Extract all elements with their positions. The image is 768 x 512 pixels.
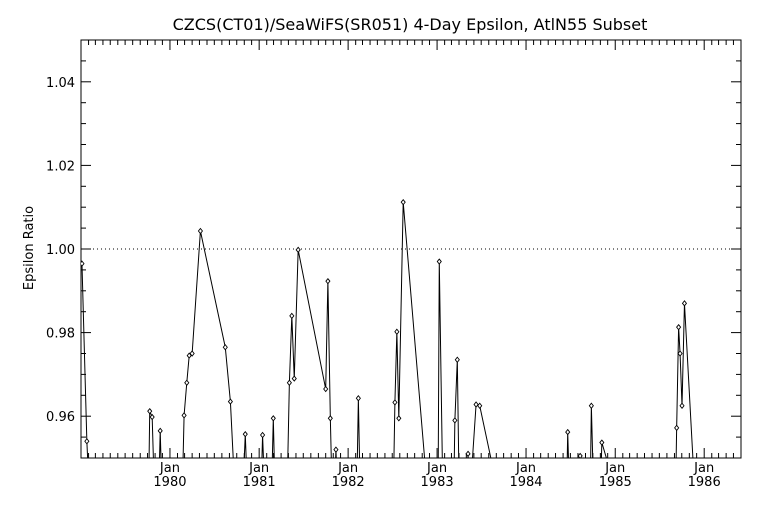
- x-tick-year-label: 1984: [509, 475, 542, 490]
- data-point: [454, 356, 460, 363]
- data-point: [477, 402, 483, 409]
- data-point: [291, 375, 297, 382]
- data-point: [157, 427, 163, 435]
- x-tick-year-label: 1980: [153, 475, 186, 490]
- x-tick-year-label: 1986: [688, 475, 721, 490]
- x-tick-month-label: Jan: [248, 461, 269, 476]
- y-axis-label: Epsilon Ratio: [22, 206, 37, 290]
- data-point: [181, 412, 187, 419]
- data-point: [565, 428, 571, 436]
- data-point: [289, 312, 295, 320]
- data-point: [327, 415, 333, 422]
- plot-frame: [80, 39, 742, 459]
- data-point: [588, 402, 594, 409]
- y-tick-label: 0.98: [46, 327, 75, 342]
- data-point: [295, 246, 301, 254]
- x-tick-month-label: Jan: [693, 461, 714, 476]
- y-tick-label: 1.04: [46, 76, 75, 91]
- data-point: [189, 350, 195, 357]
- data-point: [323, 385, 329, 393]
- data-point: [392, 399, 398, 406]
- data-point: [197, 227, 204, 235]
- data-point: [676, 323, 682, 331]
- data-point: [333, 446, 339, 453]
- x-tick-year-label: 1983: [421, 475, 454, 490]
- x-tick-year-label: 1982: [332, 475, 365, 490]
- data-point: [270, 415, 276, 422]
- x-tick-month-label: Jan: [337, 461, 358, 476]
- data-point: [259, 431, 266, 439]
- data-point: [186, 352, 192, 359]
- data-point: [677, 350, 683, 357]
- y-tick-label: 1.02: [46, 159, 75, 174]
- data-point: [286, 379, 292, 386]
- data-point: [222, 344, 228, 351]
- data-point: [473, 401, 479, 408]
- x-tick-month-label: Jan: [426, 461, 447, 476]
- data-point: [465, 450, 471, 458]
- data-point: [436, 258, 442, 265]
- series-group: [81, 198, 753, 458]
- data-point: [227, 398, 233, 405]
- data-point: [355, 395, 361, 402]
- data-point: [325, 277, 331, 285]
- data-point: [599, 439, 605, 446]
- data-point: [84, 438, 90, 445]
- data-point: [679, 402, 685, 409]
- data-point: [147, 407, 153, 415]
- x-tick-month-label: Jan: [159, 461, 180, 476]
- x-tick-year-label: 1985: [599, 475, 632, 490]
- data-point: [681, 300, 688, 307]
- x-tick-month-label: Jan: [515, 461, 536, 476]
- y-tick-label: 1.00: [46, 243, 75, 258]
- series-line: [81, 202, 694, 458]
- chart-title: CZCS(CT01)/SeaWiFS(SR051) 4-Day Epsilon,…: [173, 15, 648, 34]
- data-point: [242, 430, 248, 438]
- data-point: [749, 435, 753, 440]
- data-point: [149, 413, 155, 421]
- data-point: [184, 379, 190, 386]
- data-point: [674, 424, 680, 432]
- y-tick-label: 0.96: [46, 410, 75, 425]
- data-point: [394, 328, 400, 335]
- data-point: [396, 415, 402, 422]
- data-point: [81, 260, 85, 267]
- data-point: [452, 417, 458, 424]
- x-tick-year-label: 1981: [243, 475, 276, 490]
- data-point: [400, 198, 406, 206]
- x-tick-month-label: Jan: [604, 461, 625, 476]
- data-point: [577, 452, 583, 458]
